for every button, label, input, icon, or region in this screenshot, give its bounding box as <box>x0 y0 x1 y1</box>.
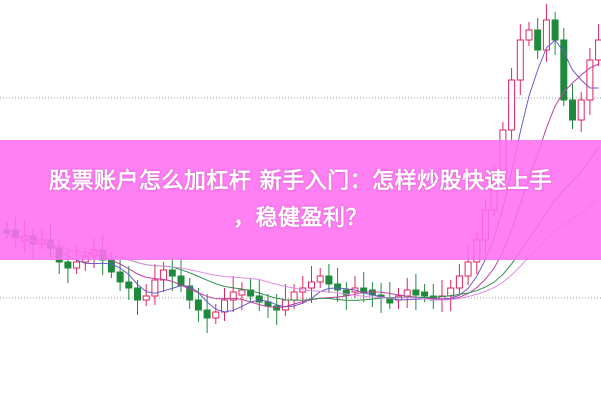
candle-body <box>142 295 150 301</box>
candle-body <box>325 275 333 285</box>
candle-body <box>534 29 542 51</box>
candle-body <box>125 281 133 289</box>
title-banner <box>0 140 601 260</box>
candle-body <box>421 291 429 297</box>
candle-body <box>238 289 246 296</box>
candle-body <box>116 271 124 283</box>
candle-body <box>212 311 220 319</box>
article-title: 股票账户怎么加杠杆 新手入门：怎样炒股快速上手 ，稳健盈利？ <box>0 163 601 237</box>
candle-body <box>464 261 472 277</box>
candle-body <box>64 261 72 269</box>
candle-body <box>264 301 272 307</box>
candle-body <box>447 287 455 297</box>
candle-body <box>542 19 550 51</box>
candle-body <box>151 279 159 297</box>
candle-body <box>290 291 298 301</box>
candle-body <box>412 289 420 296</box>
candle-body <box>203 309 211 319</box>
candle-body <box>516 39 524 81</box>
candle-body <box>551 19 559 41</box>
candle-body <box>403 289 411 297</box>
candle-body <box>247 289 255 297</box>
candle-body <box>168 269 176 277</box>
candle-body <box>569 99 576 121</box>
candle-body <box>221 299 228 313</box>
candle-body <box>308 281 315 289</box>
candle-body <box>281 299 289 311</box>
title-line-2: ，稳健盈利？ <box>232 206 368 231</box>
candle-body <box>595 39 601 61</box>
candle-body <box>316 275 324 283</box>
candle-body <box>229 291 237 301</box>
candle-body <box>560 39 568 101</box>
candle-body <box>455 275 463 289</box>
candle-body <box>525 29 533 41</box>
candle-body <box>107 259 115 273</box>
candle-body <box>508 79 516 131</box>
candle-body <box>255 295 263 303</box>
candle-body <box>577 99 585 121</box>
candle-body <box>342 289 350 296</box>
candle-body <box>586 59 594 101</box>
candle-body <box>194 299 202 311</box>
candle-body <box>334 283 342 291</box>
candle-body <box>160 269 168 281</box>
title-line-1: 股票账户怎么加杠杆 新手入门：怎样炒股快速上手 <box>48 169 553 194</box>
candle-body <box>134 287 141 301</box>
candle-body <box>73 261 81 269</box>
